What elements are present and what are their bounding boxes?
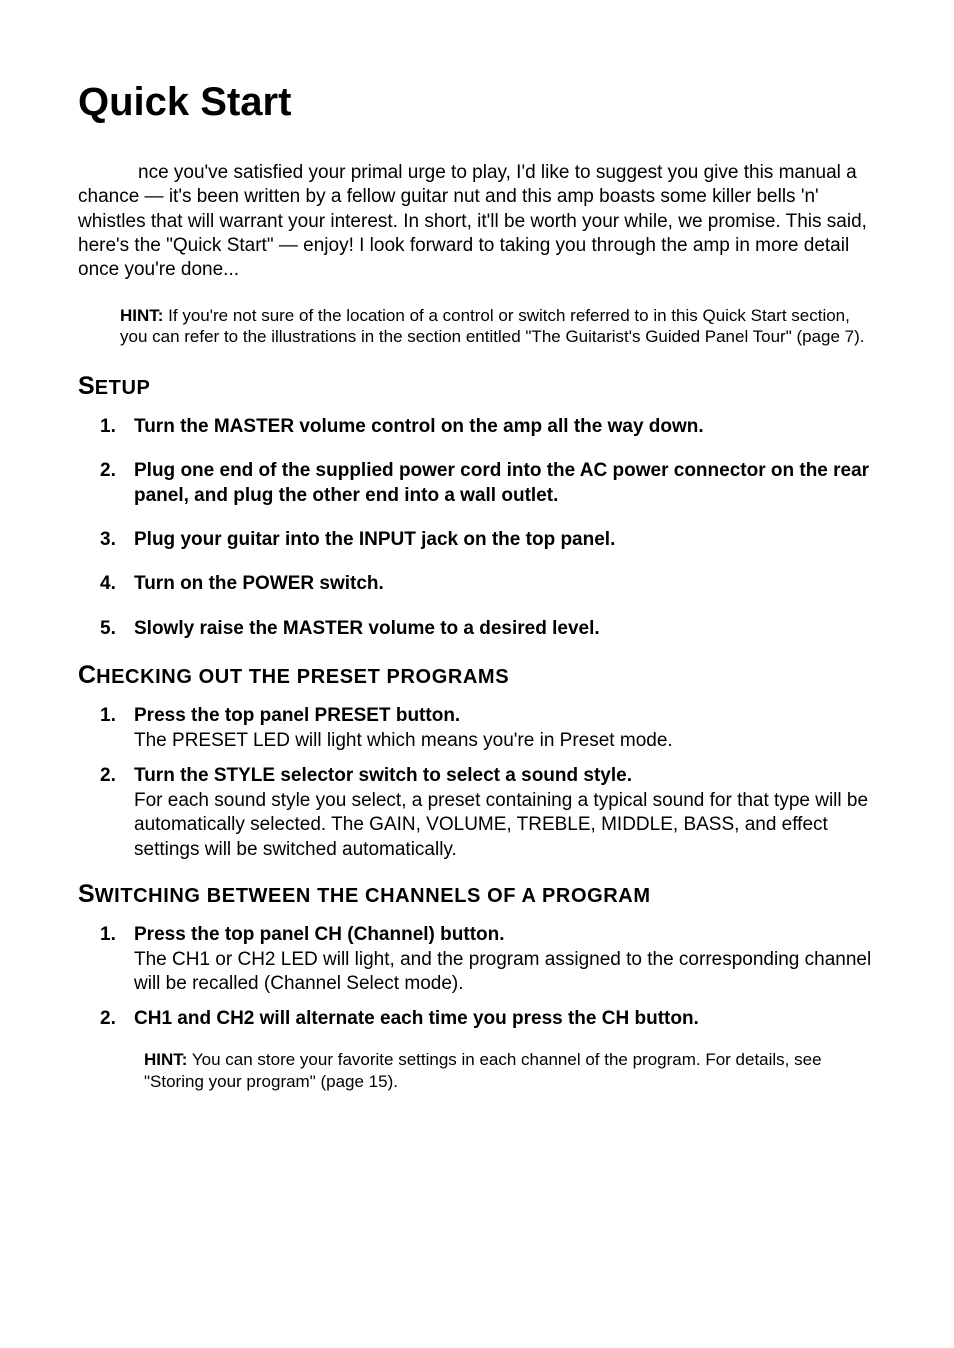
step-number: 2.: [100, 764, 134, 862]
step-body: Plug your guitar into the INPUT jack on …: [134, 528, 876, 552]
intro-text: nce you've satisfied your primal urge to…: [78, 161, 876, 283]
step-head: Press the top panel PRESET button.: [134, 704, 876, 728]
step-number: 2.: [100, 1007, 134, 1031]
list-item: 1. Turn the MASTER volume control on the…: [100, 415, 876, 439]
page-title: Quick Start: [78, 80, 876, 125]
step-body: CH1 and CH2 will alternate each time you…: [134, 1007, 876, 1031]
step-desc: For each sound style you select, a prese…: [134, 789, 876, 862]
switch-steps-list: 1. Press the top panel CH (Channel) butt…: [100, 923, 876, 1031]
step-body: Turn the MASTER volume control on the am…: [134, 415, 876, 439]
step-desc: The CH1 or CH2 LED will light, and the p…: [134, 948, 876, 997]
step-head: Slowly raise the MASTER volume to a desi…: [134, 618, 600, 639]
heading-first-letter: S: [78, 880, 95, 908]
heading-rest: HECKING OUT THE PRESET PROGRAMS: [96, 666, 509, 688]
step-head: Turn the MASTER volume control on the am…: [134, 416, 704, 437]
heading-rest: ETUP: [95, 377, 151, 399]
step-number: 2.: [100, 459, 134, 508]
step-desc: The PRESET LED will light which means yo…: [134, 729, 876, 753]
list-item: 3. Plug your guitar into the INPUT jack …: [100, 528, 876, 552]
list-item: 1. Press the top panel PRESET button. Th…: [100, 704, 876, 754]
step-number: 5.: [100, 617, 134, 641]
step-number: 1.: [100, 923, 134, 997]
section-heading-presets: CHECKING OUT THE PRESET PROGRAMS: [78, 661, 876, 690]
step-number: 1.: [100, 704, 134, 754]
step-number: 1.: [100, 415, 134, 439]
list-item: 5. Slowly raise the MASTER volume to a d…: [100, 617, 876, 641]
heading-rest: WITCHING BETWEEN THE CHANNELS OF A PROGR…: [95, 885, 651, 907]
step-head: Plug one end of the supplied power cord …: [134, 460, 869, 505]
hint-label: HINT:: [120, 306, 163, 325]
step-body: Press the top panel CH (Channel) button.…: [134, 923, 876, 997]
heading-first-letter: C: [78, 661, 96, 689]
hint-text: You can store your favorite settings in …: [144, 1050, 822, 1091]
step-head: CH1 and CH2 will alternate each time you…: [134, 1007, 876, 1031]
step-number: 3.: [100, 528, 134, 552]
step-body: Turn on the POWER switch.: [134, 572, 876, 596]
step-head: Plug your guitar into the INPUT jack on …: [134, 529, 615, 550]
heading-first-letter: S: [78, 372, 95, 400]
hint-label: HINT:: [144, 1050, 187, 1069]
preset-steps-list: 1. Press the top panel PRESET button. Th…: [100, 704, 876, 862]
hint-block-2: HINT: You can store your favorite settin…: [144, 1049, 866, 1093]
list-item: 2. Turn the STYLE selector switch to sel…: [100, 764, 876, 862]
list-item: 2. Plug one end of the supplied power co…: [100, 459, 876, 508]
step-body: Slowly raise the MASTER volume to a desi…: [134, 617, 876, 641]
step-head: Press the top panel CH (Channel) button.: [134, 923, 876, 947]
setup-steps-list: 1. Turn the MASTER volume control on the…: [100, 415, 876, 641]
step-body: Turn the STYLE selector switch to select…: [134, 764, 876, 862]
hint-text: If you're not sure of the location of a …: [120, 306, 865, 347]
step-body: Press the top panel PRESET button. The P…: [134, 704, 876, 754]
step-head: Turn the STYLE selector switch to select…: [134, 764, 876, 788]
step-head: Turn on the POWER switch.: [134, 573, 384, 594]
section-heading-setup: SETUP: [78, 372, 876, 401]
section-heading-switching: SWITCHING BETWEEN THE CHANNELS OF A PROG…: [78, 880, 876, 909]
intro-paragraph: nce you've satisfied your primal urge to…: [78, 161, 876, 283]
step-body: Plug one end of the supplied power cord …: [134, 459, 876, 508]
list-item: 2. CH1 and CH2 will alternate each time …: [100, 1007, 876, 1031]
hint-block-1: HINT: If you're not sure of the location…: [120, 305, 866, 349]
list-item: 1. Press the top panel CH (Channel) butt…: [100, 923, 876, 997]
list-item: 4. Turn on the POWER switch.: [100, 572, 876, 596]
step-number: 4.: [100, 572, 134, 596]
